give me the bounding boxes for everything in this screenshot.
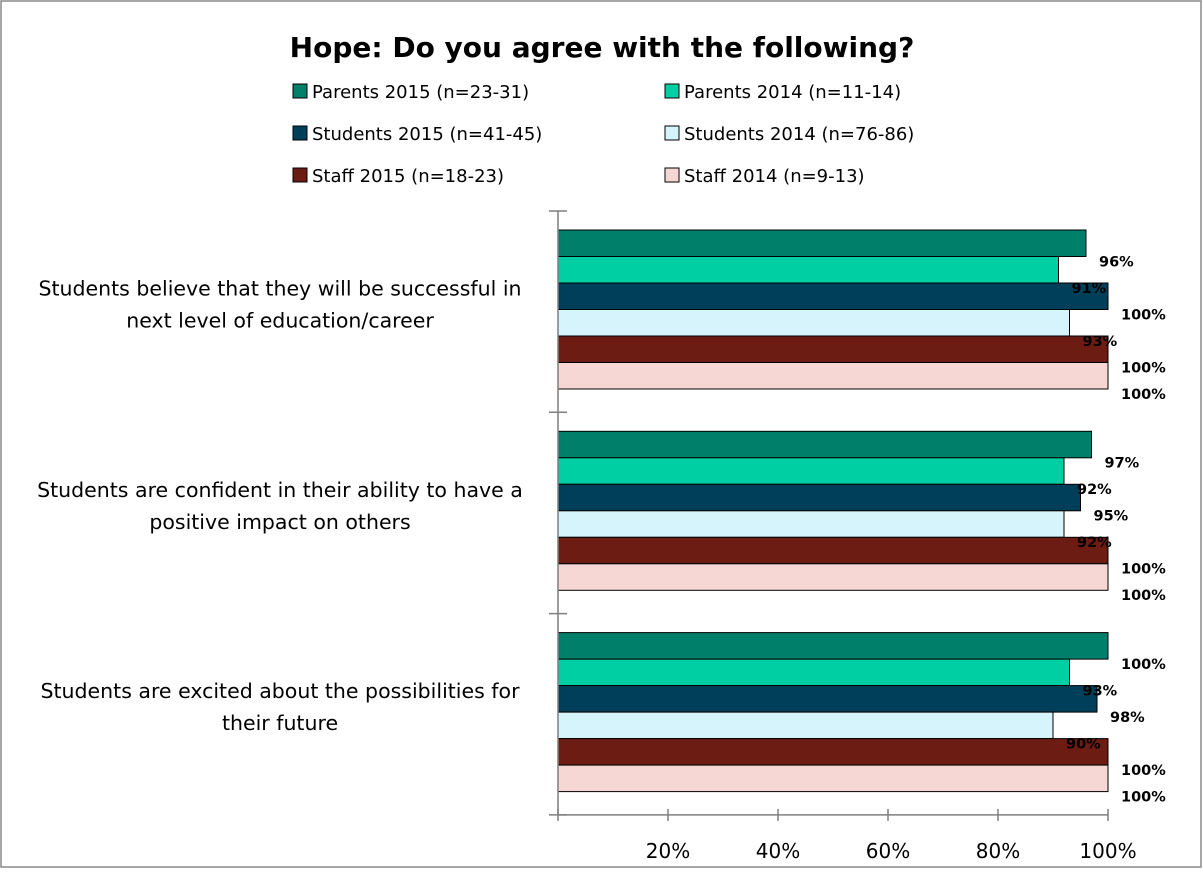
bar — [557, 362, 1109, 390]
bar — [557, 510, 1065, 538]
bar — [557, 229, 1087, 257]
axes: 20% 40% 60% 80% 100% — [549, 210, 1137, 863]
x-tick-label: 80% — [976, 839, 1020, 863]
bar — [557, 457, 1065, 485]
bar — [557, 563, 1109, 591]
category-label: Students believe that they will be succe… — [38, 277, 521, 301]
x-tick-label: 40% — [756, 839, 800, 863]
x-tick-label: 60% — [866, 839, 910, 863]
data-label: 100% — [1121, 387, 1166, 403]
chart-title: Hope: Do you agree with the following? — [290, 31, 915, 64]
data-label: 92% — [1077, 482, 1112, 498]
legend-swatch — [292, 167, 308, 183]
bars — [557, 229, 1109, 793]
data-label: 93% — [1083, 334, 1118, 350]
data-label: 97% — [1105, 456, 1140, 472]
bar — [557, 536, 1109, 565]
data-label: 91% — [1072, 281, 1107, 297]
category-labels: Students believe that they will be succe… — [37, 277, 523, 736]
legend-label: Parents 2014 (n=11-14) — [684, 82, 901, 103]
data-label: 100% — [1121, 307, 1166, 323]
category-label: Students are excited about the possibili… — [41, 679, 521, 703]
data-label: 92% — [1077, 535, 1112, 551]
bar — [557, 335, 1109, 363]
bar — [557, 632, 1109, 660]
legend-swatch — [664, 167, 680, 183]
data-label: 95% — [1094, 509, 1129, 525]
category-label: next level of education/career — [126, 309, 434, 333]
data-label: 100% — [1121, 360, 1166, 376]
legend-label: Parents 2015 (n=23-31) — [312, 82, 529, 103]
bar — [557, 430, 1092, 459]
bar — [557, 685, 1098, 713]
category-label: Students are confident in their ability … — [37, 478, 523, 502]
data-label: 100% — [1121, 562, 1166, 578]
legend-swatch — [292, 125, 308, 141]
legend-swatch — [664, 83, 680, 99]
data-label: 90% — [1066, 736, 1101, 752]
bar — [557, 711, 1054, 740]
x-tick-label: 100% — [1079, 839, 1136, 863]
bar — [557, 256, 1059, 284]
x-tick-label: 20% — [646, 839, 690, 863]
data-label: 93% — [1083, 683, 1118, 699]
data-labels: 96%91%100%93%100%100%97%92%95%92%100%100… — [1066, 254, 1166, 805]
bar — [557, 738, 1109, 766]
data-label: 100% — [1121, 763, 1166, 779]
bar — [557, 282, 1109, 310]
legend-label: Staff 2015 (n=18-23) — [312, 166, 504, 187]
data-label: 98% — [1110, 710, 1145, 726]
data-label: 100% — [1121, 657, 1166, 673]
category-label: their future — [222, 711, 338, 735]
bar — [557, 764, 1109, 793]
legend-label: Students 2015 (n=41-45) — [312, 124, 542, 145]
category-label: positive impact on others — [149, 510, 410, 534]
bar — [557, 309, 1070, 337]
legend-label: Students 2014 (n=76-86) — [684, 124, 914, 145]
bar — [557, 483, 1081, 512]
legend: Parents 2015 (n=23-31) Parents 2014 (n=11… — [292, 82, 914, 187]
data-label: 100% — [1121, 588, 1166, 604]
legend-swatch — [292, 83, 308, 99]
legend-label: Staff 2014 (n=9-13) — [684, 166, 865, 187]
legend-swatch — [664, 125, 680, 141]
data-label: 100% — [1121, 789, 1166, 805]
data-label: 96% — [1099, 254, 1134, 270]
bar — [557, 658, 1070, 687]
